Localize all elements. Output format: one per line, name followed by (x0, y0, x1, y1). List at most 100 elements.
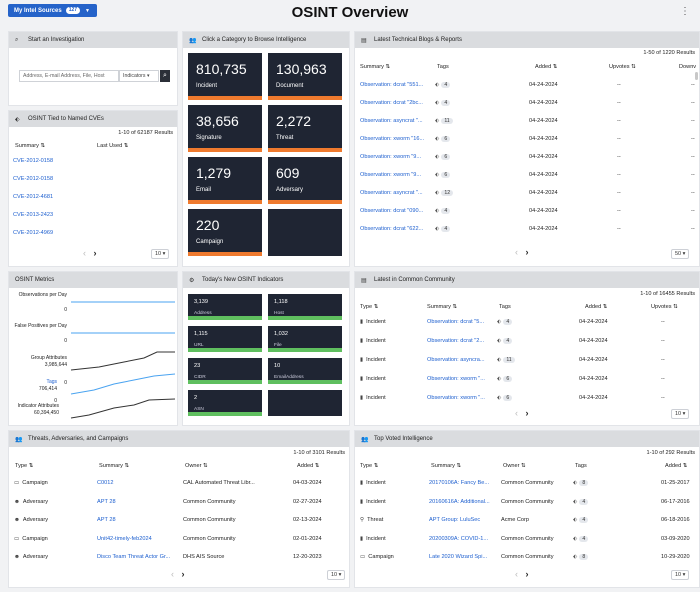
topvoted-col-summary[interactable]: Summary ⇅ (431, 463, 462, 469)
category-tile[interactable]: 810,735 Incident (188, 53, 262, 100)
tag-count[interactable]: ⬖ 11 (497, 357, 515, 363)
category-tile[interactable]: 130,963 Document (268, 53, 342, 100)
community-link[interactable]: Observation: dcrat "2... (427, 338, 485, 344)
tag-count[interactable]: ⬖ 6 (497, 376, 513, 382)
tag-count[interactable]: ⬖ 4 (573, 498, 589, 505)
category-tile[interactable]: 2,272 Threat (268, 105, 342, 152)
tag-count[interactable]: ⬖ 4 (573, 517, 589, 523)
cve-link[interactable]: CVE-2012-0158 (13, 158, 54, 164)
tag-count[interactable]: ⬖ 12 (435, 190, 454, 196)
topvoted-col-added[interactable]: Added ⇅ (665, 463, 688, 469)
indicator-tile[interactable]: 1,115 URL (188, 326, 262, 352)
threats-col-type[interactable]: Type ⇅ (15, 463, 34, 469)
blog-link[interactable]: Observation: dcrat "551... (360, 82, 424, 88)
cve-link[interactable]: CVE-2012-4969 (13, 230, 54, 236)
tag-count[interactable]: ⬖ 6 (435, 154, 451, 160)
blogs-col-summary[interactable]: Summary ⇅ (360, 64, 391, 70)
tag-count[interactable]: ⬖ 4 (497, 338, 513, 344)
blog-link[interactable]: Observation: dcrat "622... (360, 226, 424, 232)
tag-count[interactable]: ⬖ 4 (497, 319, 513, 325)
category-tile[interactable]: 220 Campaign (188, 209, 262, 256)
prev-page-icon[interactable]: ‹ (515, 569, 518, 579)
blogs-col-added[interactable]: Added ⇅ (535, 64, 558, 70)
tag-count[interactable]: ⬖ 6 (435, 136, 451, 142)
tag-count[interactable]: ⬖ 8 (573, 480, 589, 486)
next-page-icon[interactable]: › (525, 408, 529, 418)
tag-count[interactable]: ⬖ 4 (435, 100, 451, 106)
indicator-tile[interactable]: 1,118 Host (268, 294, 342, 320)
threats-col-added[interactable]: Added ⇅ (297, 463, 320, 469)
topvoted-page-size[interactable]: 10 ▾ (671, 570, 690, 580)
tag-count[interactable]: ⬖ 11 (435, 118, 453, 124)
threat-link[interactable]: C0012 (97, 480, 114, 486)
threat-link[interactable]: Unit42-timely-feb2024 (97, 535, 152, 542)
next-page-icon[interactable]: › (525, 569, 529, 579)
threats-page-size[interactable]: 10 ▾ (327, 570, 346, 580)
blog-link[interactable]: Observation: xworm "9... (360, 154, 422, 160)
more-options-icon[interactable]: ⋮ (680, 6, 690, 17)
prev-page-icon[interactable]: ‹ (83, 248, 86, 258)
cve-col-last-used[interactable]: Last Used ⇅ (97, 143, 129, 149)
next-page-icon[interactable]: › (525, 247, 529, 257)
topvoted-link[interactable]: Late 2020 Wizard Spi... (429, 554, 488, 560)
topvoted-link[interactable]: 20160616A: Additional... (429, 498, 490, 505)
tag-count[interactable]: ⬖ 4 (573, 535, 589, 542)
cve-page-size[interactable]: 10 ▾ (151, 249, 170, 259)
prev-page-icon[interactable]: ‹ (171, 569, 174, 579)
blogs-col-upvotes[interactable]: Upvotes ⇅ (609, 64, 636, 70)
next-page-icon[interactable]: › (181, 569, 185, 579)
topvoted-col-owner[interactable]: Owner ⇅ (503, 463, 526, 469)
topvoted-link[interactable]: 20200309A: COVID-1... (429, 535, 489, 542)
blog-link[interactable]: Observation: dcrat "090... (360, 208, 424, 214)
community-col-upvotes[interactable]: Upvotes ⇅ (651, 304, 678, 310)
prev-page-icon[interactable]: ‹ (515, 408, 518, 418)
threat-link[interactable]: Disco Team Threat Actor Gr... (97, 554, 171, 560)
community-col-type[interactable]: Type ⇅ (360, 304, 379, 310)
indicator-tile[interactable]: 2 ASN (188, 390, 262, 416)
indicator-tile[interactable]: 23 CIDR (188, 358, 262, 384)
topvoted-col-type[interactable]: Type ⇅ (360, 463, 379, 469)
tag-count[interactable]: ⬖ 8 (573, 554, 589, 560)
category-tile[interactable]: 38,656 Signature (188, 105, 262, 152)
tag-count[interactable]: ⬖ 4 (435, 208, 451, 214)
indicator-tile[interactable]: 10 EmailAddress (268, 358, 342, 384)
blog-link[interactable]: Observation: dcrat "2bc... (360, 100, 423, 106)
blog-link[interactable]: Observation: xworm "16... (360, 136, 425, 142)
blogs-scrollbar[interactable] (695, 72, 698, 80)
investigation-input[interactable]: Address, E-mail Address, File, Host (19, 70, 119, 82)
community-page-size[interactable]: 10 ▾ (671, 409, 690, 419)
search-button[interactable]: ⌕ (160, 70, 170, 82)
community-link[interactable]: Observation: xworm "... (427, 376, 485, 382)
threats-col-summary[interactable]: Summary ⇅ (99, 463, 130, 469)
category-tile[interactable]: 1,279 Email (188, 157, 262, 204)
threat-link[interactable]: APT 28 (97, 498, 116, 505)
tag-count[interactable]: ⬖ 6 (435, 172, 451, 178)
cve-col-summary[interactable]: Summary ⇅ (15, 143, 46, 149)
indicator-tile[interactable]: 1,032 File (268, 326, 342, 352)
intel-sources-button[interactable]: My Intel Sources 127 ▼ (8, 4, 97, 17)
cve-link[interactable]: CVE-2012-4681 (13, 194, 54, 200)
community-link[interactable]: Observation: asyncra... (427, 357, 485, 363)
blog-link[interactable]: Observation: asyncrat "... (360, 118, 423, 124)
tag-count[interactable]: ⬖ 6 (497, 395, 513, 401)
blog-link[interactable]: Observation: asyncrat "... (360, 190, 423, 196)
next-page-icon[interactable]: › (93, 248, 97, 258)
community-col-summary[interactable]: Summary ⇅ (427, 304, 458, 310)
community-link[interactable]: Observation: xworm "... (427, 395, 485, 401)
indicator-tile[interactable]: 3,139 Address (188, 294, 262, 320)
cve-link[interactable]: CVE-2013-2423 (13, 212, 54, 218)
indicator-type-select[interactable]: Indicators ▾ (119, 70, 159, 82)
prev-page-icon[interactable]: ‹ (515, 247, 518, 257)
threats-col-owner[interactable]: Owner ⇅ (185, 463, 208, 469)
cve-link[interactable]: CVE-2012-0158 (13, 176, 54, 182)
blog-link[interactable]: Observation: xworm "9... (360, 172, 422, 178)
community-col-added[interactable]: Added ⇅ (585, 304, 608, 310)
threat-link[interactable]: APT 28 (97, 517, 116, 523)
topvoted-link[interactable]: 20170106A: Fancy Be... (429, 480, 490, 486)
tag-count[interactable]: ⬖ 4 (435, 82, 451, 88)
category-tile[interactable]: 609 Adversary (268, 157, 342, 204)
tag-count[interactable]: ⬖ 4 (435, 226, 451, 232)
topvoted-link[interactable]: APT Group: LuluSec (429, 517, 481, 523)
community-link[interactable]: Observation: dcrat "5... (427, 319, 485, 325)
blogs-page-size[interactable]: 50 ▾ (671, 249, 690, 259)
